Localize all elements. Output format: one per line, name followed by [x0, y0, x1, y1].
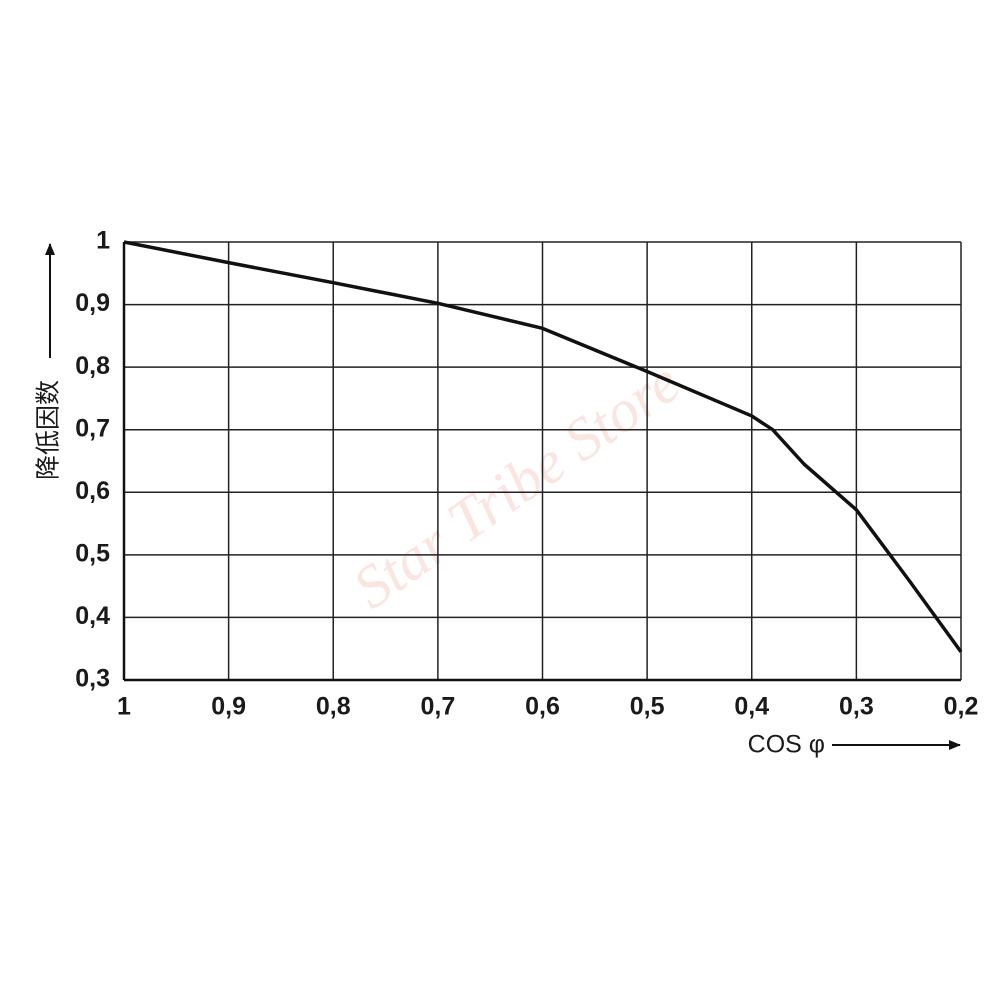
- y-tick-label: 0,5: [75, 539, 110, 567]
- x-tick-label: 0,2: [944, 693, 979, 721]
- y-tick-label: 0,6: [75, 477, 110, 505]
- x-tick-label: 0,8: [316, 693, 351, 721]
- x-tick-label: 1: [117, 693, 131, 721]
- data-line: [123, 240, 963, 653]
- y-tick-label: 0,8: [75, 352, 110, 380]
- x-tick-label: 0,6: [525, 693, 560, 721]
- y-tick-label: 0,9: [75, 289, 110, 317]
- x-tick-label: 0,7: [420, 693, 455, 721]
- x-tick-label: 0,5: [630, 693, 665, 721]
- watermark: Star Tribe Store: [341, 349, 691, 622]
- x-tick-label: 0,9: [211, 693, 246, 721]
- y-tick-label: 0,4: [75, 602, 110, 630]
- x-tick-label: 0,3: [839, 693, 874, 721]
- y-tick-label: 1: [96, 227, 110, 255]
- x-axis-label: COS φ: [748, 731, 825, 759]
- x-tick-label: 0,4: [734, 693, 769, 721]
- y-tick-label: 0,7: [75, 414, 110, 442]
- y-tick-label: 0,3: [75, 665, 110, 693]
- y-axis-label: 降低因数: [35, 380, 63, 480]
